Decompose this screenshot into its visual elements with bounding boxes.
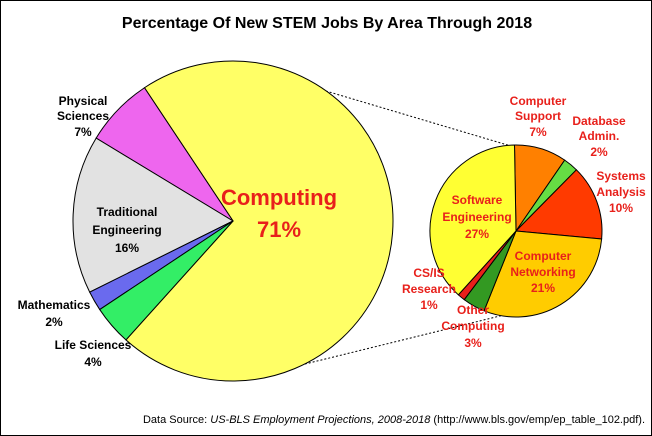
- pie-slice-systems-analysis: [514, 169, 603, 240]
- slice-value-systems-analysis: 10%: [609, 201, 633, 215]
- slice-value-database-admin: 2%: [590, 145, 608, 159]
- slice-label-software-engineering-1: Software: [452, 193, 503, 207]
- slice-label-systems-analysis-2: Analysis: [596, 185, 646, 199]
- slice-value-physical-sciences: 7%: [74, 125, 92, 139]
- slice-label-software-engineering-2: Engineering: [442, 210, 511, 224]
- slice-label-computer-support-2: Support: [515, 109, 561, 123]
- slice-label-csis-research-1: CS/IS: [413, 266, 444, 280]
- pie-slice-life-sciences: [99, 220, 234, 341]
- source-note: Data Source: US-BLS Employment Projectio…: [143, 414, 645, 426]
- slice-value-mathematics: 2%: [45, 315, 63, 329]
- slice-label-traditional-engineering-1: Traditional: [97, 205, 158, 219]
- slice-label-other-computing-1: Other: [457, 303, 489, 317]
- slice-label-computer-support-1: Computer: [510, 94, 567, 108]
- slice-label-traditional-engineering-2: Engineering: [92, 223, 161, 237]
- slice-label-other-computing-2: Computing: [441, 319, 504, 333]
- pie-slice-computer-networking: [483, 230, 603, 318]
- pie-slice-computing: [125, 60, 394, 382]
- slice-label-mathematics: Mathematics: [18, 298, 91, 312]
- pie-slice-traditional-engineering: [72, 137, 235, 293]
- slice-label-database-admin-2: Admin.: [579, 129, 620, 143]
- slice-value-computing: 71%: [257, 217, 301, 242]
- slice-value-other-computing: 3%: [464, 336, 482, 350]
- slice-label-computer-networking-1: Computer: [515, 249, 572, 263]
- slice-value-csis-research: 1%: [420, 298, 438, 312]
- slice-label-physical-sciences-1: Physical: [59, 94, 108, 108]
- slice-label-computing: Computing: [221, 185, 337, 210]
- computing-breakdown-pie: [429, 144, 603, 318]
- slice-label-systems-analysis-1: Systems: [596, 169, 646, 183]
- slice-label-computer-networking-2: Networking: [510, 265, 575, 279]
- slice-label-life-sciences: Life Sciences: [55, 338, 132, 352]
- slice-value-computer-networking: 21%: [531, 281, 555, 295]
- slice-label-database-admin-1: Database: [572, 114, 626, 128]
- slice-value-software-engineering: 27%: [465, 227, 489, 241]
- slice-label-physical-sciences-2: Sciences: [57, 109, 109, 123]
- chart-title: Percentage Of New STEM Jobs By Area Thro…: [122, 15, 532, 32]
- connector-line-top: [298, 82, 509, 146]
- pie-slice-software-engineering: [429, 144, 517, 296]
- main-pie: [72, 60, 394, 382]
- source-url: (http://www.bls.gov/emp/ep_table_102.pdf…: [430, 414, 645, 426]
- slice-value-traditional-engineering: 16%: [115, 241, 139, 255]
- slice-value-computer-support: 7%: [529, 125, 547, 139]
- source-prefix: Data Source:: [143, 414, 210, 426]
- source-title: US-BLS Employment Projections, 2008-2018: [210, 414, 431, 426]
- slice-value-life-sciences: 4%: [84, 355, 102, 369]
- slice-label-csis-research-2: Research: [402, 282, 456, 296]
